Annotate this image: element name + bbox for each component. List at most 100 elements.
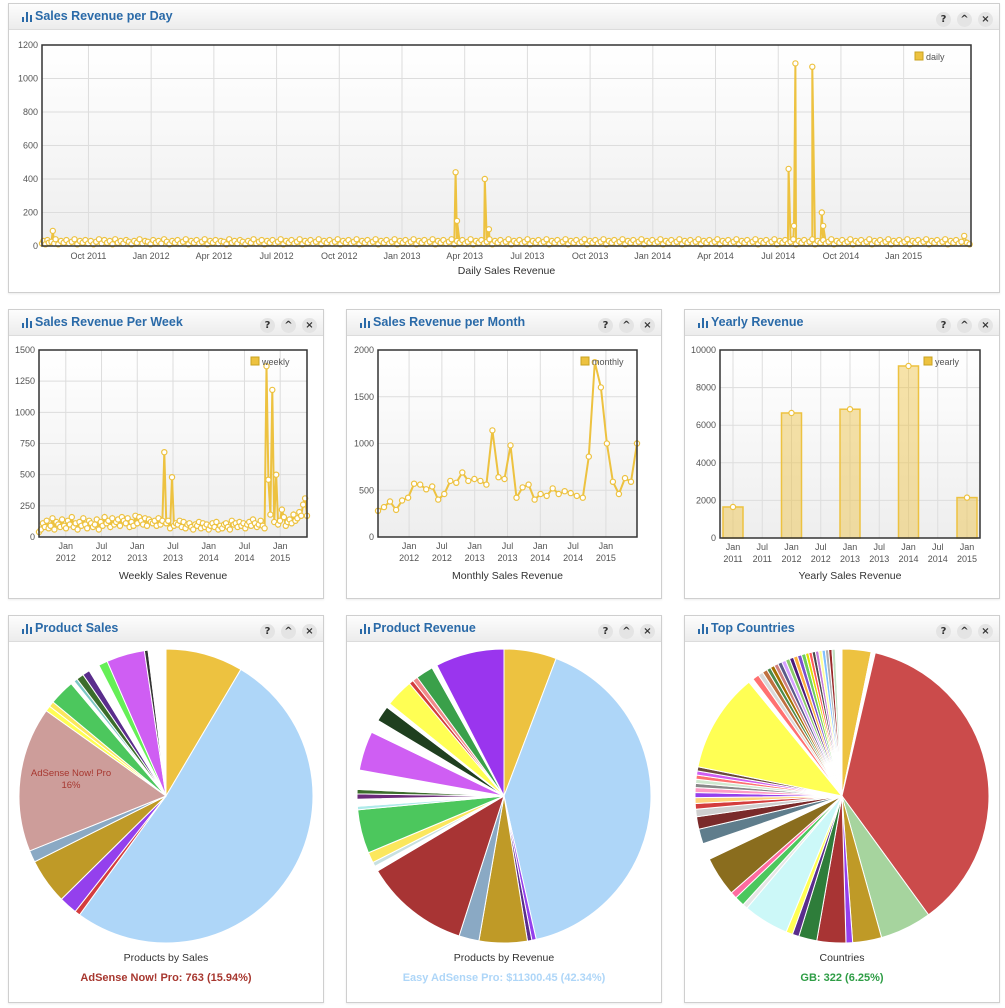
- help-icon[interactable]: ?: [260, 318, 275, 333]
- x-tick-label: Jan: [901, 542, 916, 552]
- widget-title: Top Countries: [711, 621, 795, 635]
- data-point: [213, 518, 220, 526]
- bar-chart-icon: [22, 623, 34, 634]
- y-tick-label: 250: [20, 501, 35, 511]
- top-countries-widget: Top Countries ? ^ × Countries GB: 322 (6.2…: [684, 615, 1000, 1003]
- x-tick-label: 2012: [781, 554, 801, 564]
- help-icon[interactable]: ?: [260, 624, 275, 639]
- data-point: [261, 525, 268, 532]
- data-point: [143, 522, 151, 529]
- product-sales-widget: Product Sales ? ^ × Products by Sales AdSen…: [8, 615, 324, 1003]
- legend-label: daily: [926, 52, 945, 62]
- data-point: [958, 238, 965, 245]
- x-tick-label: 2015: [957, 554, 977, 564]
- data-point: [372, 236, 379, 243]
- y-tick-label: 6000: [696, 420, 716, 430]
- help-icon[interactable]: ?: [936, 318, 951, 333]
- y-tick-label: 0: [711, 533, 716, 543]
- x-tick-label: Jul: [756, 542, 768, 552]
- data-point: [226, 526, 234, 533]
- legend-swatch: [250, 356, 260, 366]
- pie-slice: [152, 648, 167, 797]
- pie-slice: [697, 681, 844, 797]
- help-icon[interactable]: ?: [936, 624, 951, 639]
- collapse-icon[interactable]: ^: [619, 318, 634, 333]
- y-tick-label: 500: [359, 485, 374, 495]
- y-tick-label: 0: [33, 241, 38, 251]
- selected-slice-info: Easy AdSense Pro: $11300.45 (42.34%): [402, 972, 606, 984]
- collapse-icon[interactable]: ^: [957, 318, 972, 333]
- pie-slice: [834, 648, 843, 797]
- data-point: [263, 363, 270, 370]
- data-point: [392, 506, 400, 514]
- data-point: [277, 236, 284, 243]
- widget-title: Product Revenue: [373, 621, 476, 635]
- data-point: [785, 165, 792, 173]
- close-icon[interactable]: ×: [978, 12, 993, 27]
- legend-label: yearly: [935, 357, 960, 367]
- x-axis-label: Daily Sales Revenue: [458, 265, 556, 277]
- collapse-icon[interactable]: ^: [957, 12, 972, 27]
- close-icon[interactable]: ×: [302, 318, 317, 333]
- close-icon[interactable]: ×: [640, 624, 655, 639]
- help-icon[interactable]: ?: [936, 12, 951, 27]
- close-icon[interactable]: ×: [302, 624, 317, 639]
- data-point: [83, 525, 91, 532]
- help-icon[interactable]: ?: [598, 318, 613, 333]
- x-tick-label: 2014: [928, 554, 948, 564]
- x-tick-label: 2015: [270, 553, 290, 563]
- slice-label: AdSense Now! Pro: [31, 768, 111, 779]
- widget-title: Yearly Revenue: [711, 315, 804, 329]
- data-point: [276, 517, 284, 524]
- close-icon[interactable]: ×: [978, 318, 993, 333]
- data-point: [58, 516, 66, 523]
- data-point: [380, 503, 388, 511]
- data-point: [453, 217, 461, 225]
- data-point: [353, 236, 360, 243]
- data-point: [828, 236, 835, 243]
- data-point: [866, 236, 873, 243]
- collapse-icon[interactable]: ^: [957, 624, 972, 639]
- widget-header: Product Revenue ? ^ ×: [347, 616, 661, 642]
- data-point: [676, 236, 683, 243]
- data-point: [299, 501, 307, 508]
- data-point: [51, 526, 58, 533]
- y-tick-label: 800: [23, 107, 38, 117]
- widget-title: Sales Revenue per Month: [373, 315, 526, 329]
- help-icon[interactable]: ?: [598, 624, 613, 639]
- data-point: [752, 236, 759, 243]
- x-tick-label: Jul: [567, 541, 579, 551]
- data-point: [549, 485, 556, 492]
- x-tick-label: 2013: [869, 554, 889, 564]
- data-point: [904, 236, 911, 243]
- collapse-icon[interactable]: ^: [619, 624, 634, 639]
- data-point: [489, 427, 496, 434]
- data-point: [481, 175, 488, 183]
- y-tick-label: 0: [369, 532, 374, 542]
- x-tick-label: Oct 2012: [321, 251, 358, 261]
- data-point: [600, 236, 607, 243]
- x-tick-label: Jan: [533, 541, 548, 551]
- x-tick-label: 2012: [92, 553, 112, 563]
- data-point: [391, 236, 398, 243]
- collapse-icon[interactable]: ^: [281, 318, 296, 333]
- data-point: [136, 236, 143, 243]
- data-point: [465, 477, 472, 485]
- bar: [839, 408, 861, 539]
- data-point: [278, 506, 286, 513]
- data-point: [404, 494, 412, 501]
- x-tick-label: Jan: [273, 541, 288, 551]
- legend-swatch: [914, 51, 924, 61]
- legend-label: monthly: [592, 357, 624, 367]
- data-point: [619, 236, 626, 243]
- y-tick-label: 1250: [15, 376, 35, 386]
- data-point: [942, 236, 949, 243]
- x-tick-label: 2014: [234, 553, 254, 563]
- collapse-icon[interactable]: ^: [281, 624, 296, 639]
- data-point: [410, 236, 417, 243]
- close-icon[interactable]: ×: [640, 318, 655, 333]
- y-tick-label: 1000: [15, 407, 35, 417]
- weekly-line-chart: 0 250 500 750 1000 1250 1500 Jan 2012 Jul 2012 Jan 2…: [15, 345, 311, 582]
- bar-chart-icon: [698, 623, 710, 634]
- close-icon[interactable]: ×: [978, 624, 993, 639]
